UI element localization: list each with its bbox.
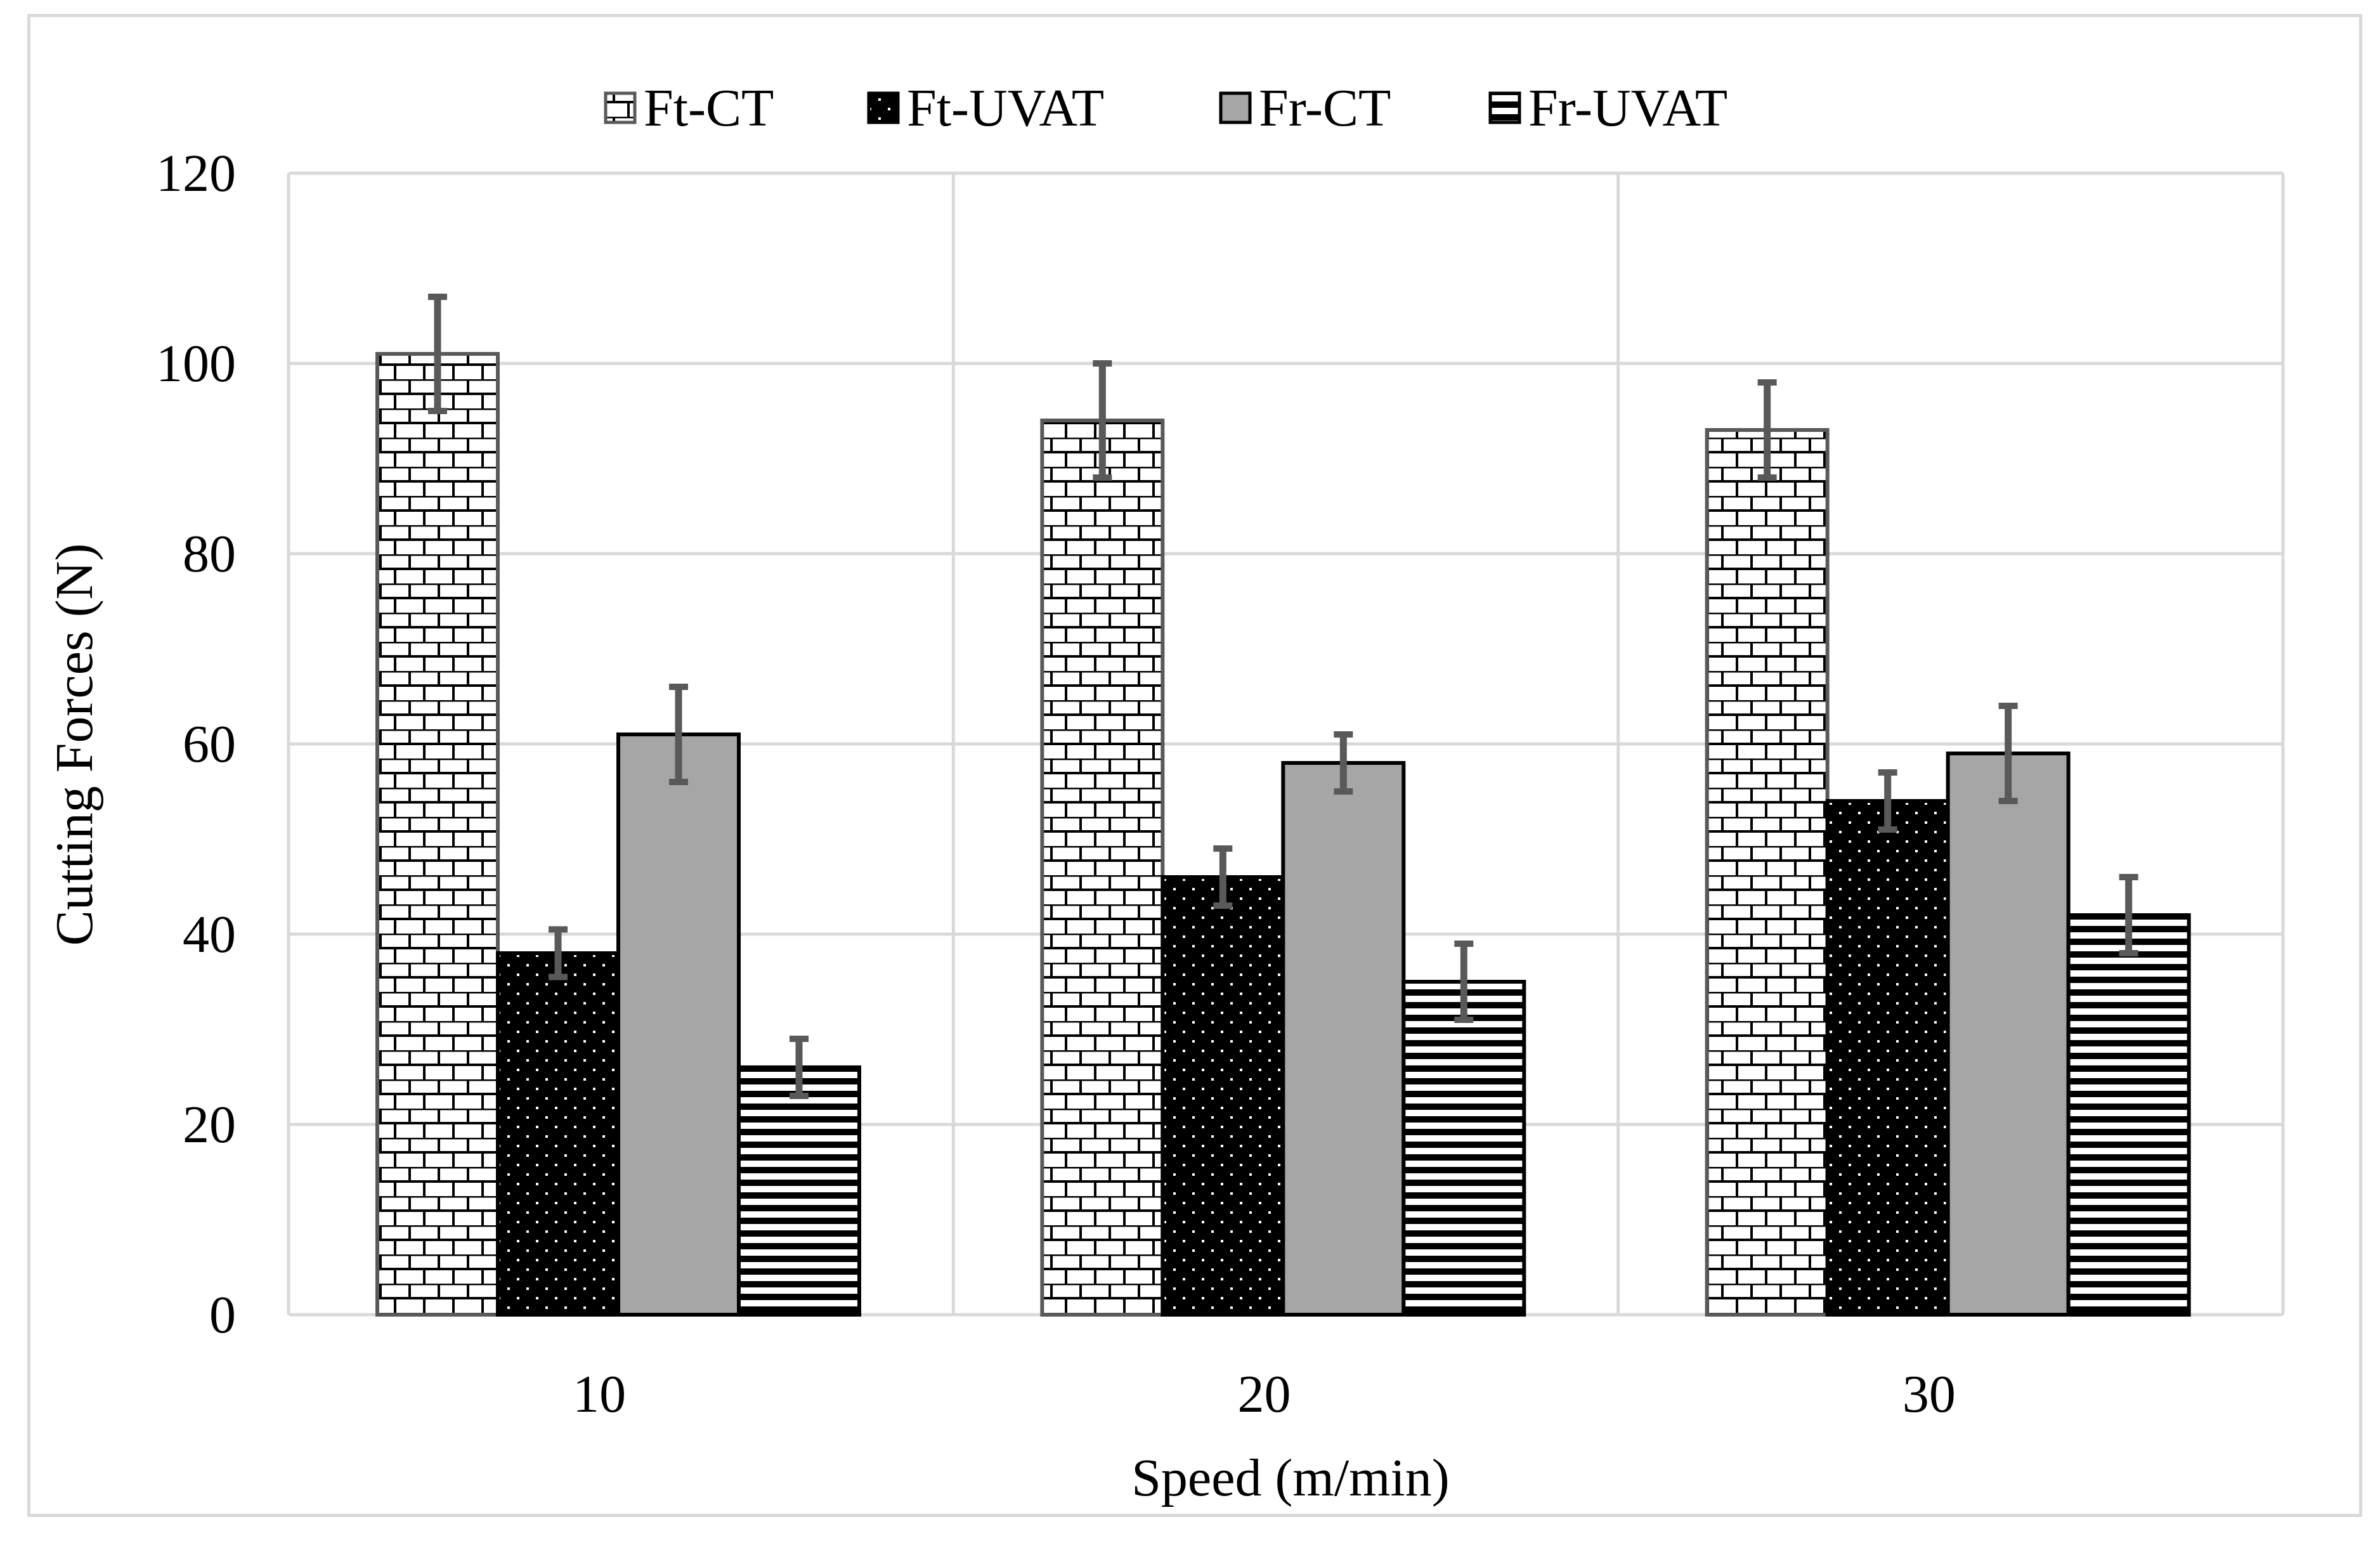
error-bar-fr-uvat-10 (790, 1036, 809, 1099)
bar-ft-uvat-10 (496, 951, 620, 1317)
x-axis-title: Speed (m/min) (1131, 1449, 1450, 1507)
legend-item-ft-uvat: Ft-UVAT (867, 79, 1104, 138)
legend-item-fr-uvat: Fr-UVAT (1488, 79, 1727, 138)
error-bar-fr-ct-20 (1334, 731, 1353, 795)
error-bars-layer (428, 294, 2138, 1099)
y-tick-label-80: 80 (183, 524, 236, 583)
legend-swatch-fr-ct (1219, 91, 1252, 124)
bar-fr-uvat-20 (1401, 980, 1526, 1317)
y-tick-label-60: 60 (183, 715, 236, 774)
error-bar-fr-ct-10 (669, 684, 688, 785)
bar-fr-ct-10 (616, 732, 741, 1317)
y-tick-label-100: 100 (156, 334, 236, 393)
error-bar-ft-uvat-30 (1878, 769, 1897, 833)
bar-ft-uvat-20 (1161, 875, 1285, 1317)
error-bar-fr-ct-30 (1998, 703, 2018, 804)
legend-label-fr-ct: Fr-CT (1259, 79, 1391, 138)
legend-item-ft-ct: Ft-CT (604, 79, 774, 138)
tick-labels-layer: 0 20 40 60 80 100 120 10 20 30 (156, 144, 1956, 1424)
x-tick-label-10: 10 (573, 1365, 626, 1424)
legend: Ft-CT Ft-UVAT Fr-CT Fr-UVAT (604, 79, 1727, 138)
y-tick-label-20: 20 (183, 1095, 236, 1154)
error-bar-ft-uvat-10 (549, 926, 568, 980)
bar-ft-ct-30 (1705, 428, 1830, 1317)
bar-ft-ct-10 (375, 352, 500, 1317)
bar-fr-ct-30 (1946, 752, 2071, 1317)
error-bar-ft-ct-30 (1757, 379, 1777, 481)
bar-ft-ct-20 (1040, 419, 1165, 1317)
legend-swatch-fr-uvat (1488, 91, 1521, 124)
error-bar-fr-uvat-30 (2119, 874, 2138, 956)
error-bar-ft-uvat-20 (1213, 845, 1233, 909)
error-bar-ft-ct-10 (428, 294, 447, 414)
bar-fr-uvat-10 (737, 1065, 861, 1317)
x-tick-label-20: 20 (1238, 1365, 1291, 1424)
y-tick-label-40: 40 (183, 905, 236, 964)
y-tick-label-120: 120 (156, 144, 236, 203)
y-axis-title: Cutting Forces (N) (45, 544, 104, 946)
bar-ft-uvat-30 (1825, 799, 1950, 1317)
legend-item-fr-ct: Fr-CT (1219, 79, 1391, 138)
bar-fr-ct-20 (1281, 761, 1406, 1317)
legend-label-ft-uvat: Ft-UVAT (907, 79, 1104, 138)
y-tick-label-0: 0 (209, 1286, 236, 1344)
legend-label-fr-uvat: Fr-UVAT (1528, 79, 1727, 138)
bars-layer (375, 352, 2191, 1317)
legend-label-ft-ct: Ft-CT (644, 79, 774, 138)
bar-fr-uvat-30 (2066, 913, 2191, 1317)
error-bar-ft-ct-20 (1093, 360, 1112, 481)
x-tick-label-30: 30 (1902, 1365, 1956, 1424)
legend-swatch-ft-uvat (867, 91, 900, 124)
legend-swatch-ft-ct (604, 91, 637, 124)
error-bar-fr-uvat-20 (1454, 941, 1474, 1023)
